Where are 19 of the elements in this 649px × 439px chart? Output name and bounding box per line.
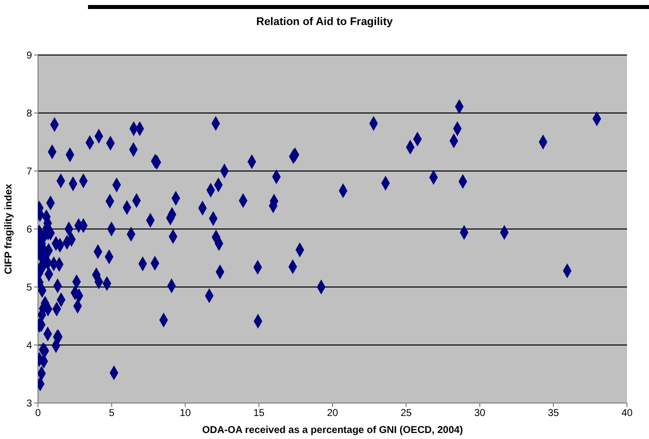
y-tick-label: 6: [26, 224, 32, 236]
x-tick-label: 35: [548, 408, 560, 420]
y-tick-label: 7: [26, 166, 32, 178]
x-tick-label: 25: [400, 408, 412, 420]
x-tick-label: 10: [180, 408, 192, 420]
y-tick-label: 5: [26, 282, 32, 294]
x-tick-label: 15: [253, 408, 265, 420]
x-tick-label: 40: [621, 408, 633, 420]
x-axis-title: ODA-OA received as a percentage of GNI (OECD, 2004): [202, 425, 463, 436]
y-tick-label: 8: [26, 108, 32, 120]
x-tick-label: 30: [474, 408, 486, 420]
x-tick-label: 20: [326, 408, 338, 420]
y-axis-title: CIFP fragility index: [4, 183, 15, 274]
y-tick-label: 4: [26, 340, 32, 352]
chart-title: Relation of Aid to Fragility: [255, 16, 394, 28]
y-tick-label: 3: [26, 398, 32, 410]
x-tick-label: 0: [35, 408, 42, 420]
y-tick-label: 9: [26, 50, 32, 62]
x-tick-label: 5: [108, 408, 115, 420]
